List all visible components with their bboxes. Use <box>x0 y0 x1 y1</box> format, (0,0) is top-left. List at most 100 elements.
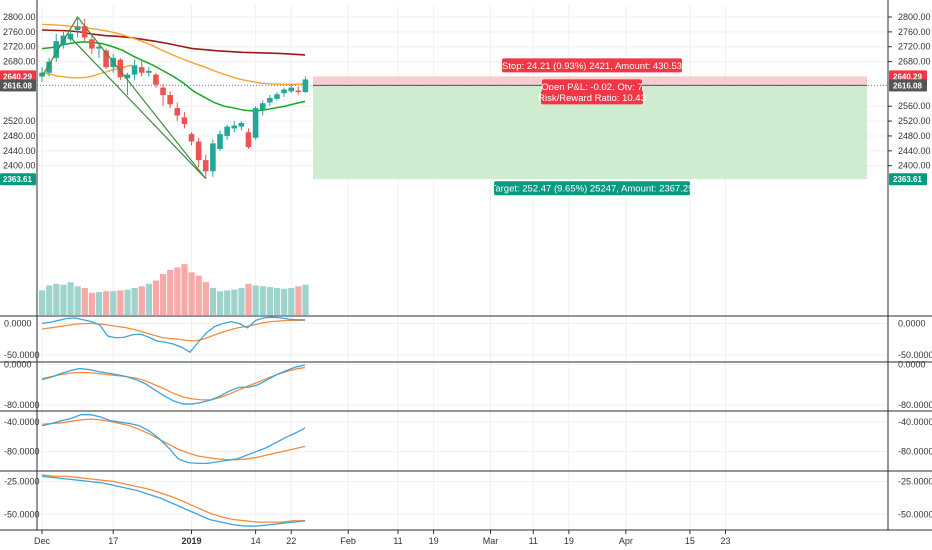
candle-body <box>96 46 102 49</box>
main-left-tick: 2520.00 <box>3 116 36 126</box>
candle-body <box>245 132 252 148</box>
volume-bar <box>152 280 160 315</box>
volume-bar <box>181 264 188 315</box>
right-price-tag-text: 2363.61 <box>893 175 922 184</box>
left-price-tag-text: 2640.29 <box>3 72 32 81</box>
indicator-blue-line <box>41 414 306 465</box>
pane-left-tick: -50.0000 <box>4 350 40 360</box>
x-tick-label: 15 <box>685 536 695 546</box>
candle-body <box>167 95 173 105</box>
candle-body <box>274 94 280 99</box>
volume-bar <box>202 282 209 315</box>
x-tick-label: 11 <box>529 536 538 546</box>
candle-body <box>217 134 223 149</box>
candle-body <box>160 87 166 96</box>
volume-bar <box>39 290 46 315</box>
volume-bar <box>167 269 174 315</box>
candle-body <box>195 141 202 161</box>
left-price-tag <box>0 173 36 186</box>
x-tick-label: Apr <box>619 536 633 546</box>
stop-label: Stop: 24.21 (0.93%) 2421, Amount: 430.53 <box>502 61 682 72</box>
candle-body <box>138 67 145 73</box>
x-tick-label: 14 <box>251 536 261 546</box>
candle-body <box>124 74 131 79</box>
candle-body <box>231 125 238 129</box>
indicator-orange-line <box>41 418 306 461</box>
candle-body <box>281 89 287 94</box>
volume-bar <box>259 286 266 315</box>
candle-body <box>302 79 309 93</box>
main-left-tick: 2720.00 <box>3 42 36 52</box>
main-left-tick: 2760.00 <box>3 27 36 37</box>
volume-bar <box>145 283 152 315</box>
indicator-blue-line <box>41 316 305 354</box>
candle-body <box>295 90 302 93</box>
volume-bar <box>281 288 288 315</box>
candle-body <box>153 74 159 85</box>
candle-body <box>202 160 209 172</box>
pane-left-tick: -50.0000 <box>4 509 40 519</box>
pane-right-tick: 0.0000 <box>898 319 926 329</box>
volume-bar <box>60 284 67 315</box>
candle-body <box>117 59 124 78</box>
pane-right-tick: -40.0000 <box>898 417 932 427</box>
x-tick-label: 2019 <box>182 536 202 546</box>
candle-body <box>288 87 294 92</box>
volume-bar <box>245 283 252 315</box>
main-left-tick: 2680.00 <box>3 57 36 67</box>
volume-bar <box>160 274 167 315</box>
pane-left-tick: -80.0000 <box>4 447 40 457</box>
volume-bar <box>238 287 245 315</box>
pane-left-tick: -80.0000 <box>4 400 40 410</box>
candle-body <box>210 143 216 172</box>
main-left-tick: 2800.00 <box>3 12 36 22</box>
volume-bar <box>46 285 53 315</box>
ma-orange-short-line <box>41 64 133 79</box>
x-tick-label: 22 <box>286 536 296 546</box>
volume-bar <box>266 287 274 315</box>
volume-bar <box>288 287 295 315</box>
volume-bar <box>224 290 231 315</box>
indicator-blue-line <box>41 475 306 527</box>
volume-bar <box>95 292 103 315</box>
volume-bar <box>117 290 124 315</box>
volume-bar <box>67 282 74 315</box>
candle-body <box>89 39 95 49</box>
candle-body <box>74 26 81 31</box>
pane-right-tick: -25.0000 <box>898 476 932 486</box>
candle-body <box>188 134 195 142</box>
pane-left-tick: -25.0000 <box>4 476 40 486</box>
candle-body <box>53 41 60 58</box>
zigzag-polyline <box>41 15 207 180</box>
volume-bar <box>209 287 217 315</box>
left-price-tag-text: 2616.08 <box>3 81 32 90</box>
ma-green-line <box>41 41 306 112</box>
main-right-tick: 2560.00 <box>898 101 931 111</box>
candle-body <box>238 122 245 127</box>
right-price-tag-text: 2616.08 <box>893 81 922 90</box>
x-tick-label: 11 <box>393 536 402 546</box>
left-price-tag-text: 2363.61 <box>3 175 32 184</box>
indicator-orange-line <box>41 366 306 401</box>
main-left-tick: 2480.00 <box>3 131 36 141</box>
candle-body <box>259 103 266 110</box>
candlesticks <box>39 17 309 179</box>
main-left-tick: 2400.00 <box>3 161 36 171</box>
candle-body <box>39 72 45 77</box>
volume-bar <box>124 289 131 315</box>
volume-bar <box>53 283 60 315</box>
pane-right-tick: -80.0000 <box>898 447 932 457</box>
main-right-tick: 2440.00 <box>898 146 931 156</box>
pnl-label: Open P&L: -0.02, Qty: 7 <box>541 82 642 93</box>
volume-bar <box>252 285 259 315</box>
candle-body <box>67 33 74 40</box>
volume-bar <box>74 286 81 315</box>
pane-left-tick: -40.0000 <box>4 417 40 427</box>
x-tick-label: 19 <box>429 536 439 546</box>
x-tick-label: Mar <box>483 536 499 546</box>
x-tick-label: 17 <box>108 536 118 546</box>
